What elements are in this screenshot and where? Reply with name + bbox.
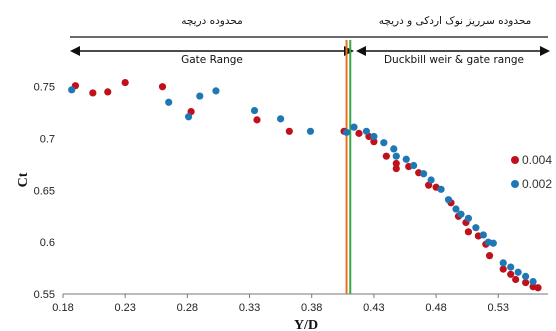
duckbill-arrowhead-right — [540, 46, 550, 56]
data-point-series-0.002 — [350, 123, 358, 131]
legend-label: 0.004 — [522, 153, 552, 167]
data-point-series-0.004 — [499, 265, 507, 273]
x-tick-label: 0.43 — [363, 302, 384, 314]
data-point-series-0.002 — [507, 263, 515, 271]
data-point-series-0.002 — [306, 127, 315, 135]
legend-marker — [511, 180, 519, 188]
data-point-series-0.002 — [427, 176, 435, 184]
y-tick-label: 0.65 — [34, 185, 55, 197]
gate-region-label-top: محدوده دریچه — [181, 15, 243, 27]
legend-label: 0.002 — [522, 177, 552, 191]
region-annotations: محدوده دریچه محدوده سرریز نوک اردکی و در… — [70, 15, 550, 66]
data-point-series-0.002 — [392, 152, 400, 160]
gate-region-label-bottom: Gate Range — [181, 54, 243, 66]
data-point-series-0.002 — [410, 161, 418, 170]
legend-marker — [511, 156, 519, 164]
data-point-series-0.002 — [472, 224, 480, 232]
data-point-series-0.004 — [370, 138, 378, 146]
y-tick-label: 0.75 — [34, 82, 55, 94]
data-point-series-0.002 — [362, 127, 371, 135]
data-point-series-0.002 — [370, 132, 378, 141]
data-point-series-0.004 — [104, 88, 112, 96]
data-point-series-0.002 — [444, 196, 453, 204]
legend: 0.004 0.002 — [511, 153, 552, 191]
data-point-series-0.002 — [420, 170, 428, 178]
y-axis-title: Ct — [16, 172, 31, 187]
data-point-series-0.002 — [464, 214, 473, 222]
data-point-series-0.004 — [121, 78, 129, 87]
data-point-series-0.004 — [534, 284, 542, 292]
data-point-series-0.004 — [355, 129, 363, 137]
data-point-series-0.002 — [68, 86, 76, 94]
data-point-series-0.002 — [499, 259, 507, 267]
data-points — [68, 78, 542, 292]
boundary-lines — [345, 40, 352, 294]
y-tick-label: 0.55 — [34, 289, 55, 301]
data-point-series-0.004 — [392, 159, 400, 168]
data-point-series-0.004 — [512, 275, 520, 284]
y-tick-label: 0.6 — [40, 237, 55, 249]
data-point-series-0.002 — [479, 231, 487, 239]
data-point-series-0.002 — [437, 185, 445, 193]
data-point-series-0.004 — [253, 116, 261, 124]
data-point-series-0.002 — [489, 239, 497, 247]
duckbill-region-label-top: محدوده سرریز نوک اردکی و دریچه — [379, 15, 532, 27]
data-point-series-0.002 — [402, 155, 410, 163]
data-point-series-0.002 — [514, 268, 522, 276]
data-point-series-0.002 — [529, 277, 537, 286]
data-point-series-0.004 — [507, 270, 515, 278]
data-point-series-0.004 — [158, 83, 167, 91]
data-point-series-0.002 — [342, 128, 351, 136]
x-tick-label: 0.18 — [52, 302, 73, 314]
x-tick-label: 0.53 — [488, 302, 509, 314]
data-point-series-0.002 — [165, 98, 173, 106]
x-axis-title: Y/D — [294, 318, 318, 331]
data-point-series-0.004 — [382, 152, 390, 160]
data-point-series-0.004 — [89, 89, 97, 97]
data-point-series-0.004 — [392, 165, 400, 173]
data-point-series-0.004 — [464, 228, 473, 236]
data-point-series-0.004 — [285, 127, 293, 135]
duckbill-region-label-bottom: Duckbill weir & gate range — [384, 54, 524, 66]
data-point-series-0.002 — [212, 87, 220, 95]
data-point-series-0.002 — [390, 145, 398, 153]
y-tick-label: 0.7 — [40, 134, 55, 146]
gate-arrowhead-left — [70, 46, 80, 56]
data-point-series-0.002 — [457, 210, 465, 218]
data-point-series-0.004 — [522, 279, 530, 287]
axes: 0.18 0.23 0.28 0.33 0.38 0.43 0.48 0.53 0.55 0.6 0… — [34, 82, 548, 314]
data-point-series-0.004 — [485, 252, 494, 260]
data-point-series-0.002 — [185, 113, 193, 121]
data-point-series-0.002 — [250, 106, 259, 115]
x-tick-label: 0.33 — [239, 302, 260, 314]
data-point-series-0.002 — [380, 139, 388, 147]
data-point-series-0.002 — [452, 205, 460, 213]
data-point-series-0.002 — [522, 272, 530, 280]
x-tick-label: 0.48 — [425, 302, 446, 314]
data-point-series-0.002 — [196, 92, 204, 100]
x-tick-label: 0.23 — [114, 302, 135, 314]
data-point-series-0.002 — [277, 115, 285, 123]
x-tick-label: 0.28 — [177, 302, 198, 314]
duckbill-arrowhead-left — [356, 46, 366, 56]
x-tick-label: 0.38 — [301, 302, 322, 314]
